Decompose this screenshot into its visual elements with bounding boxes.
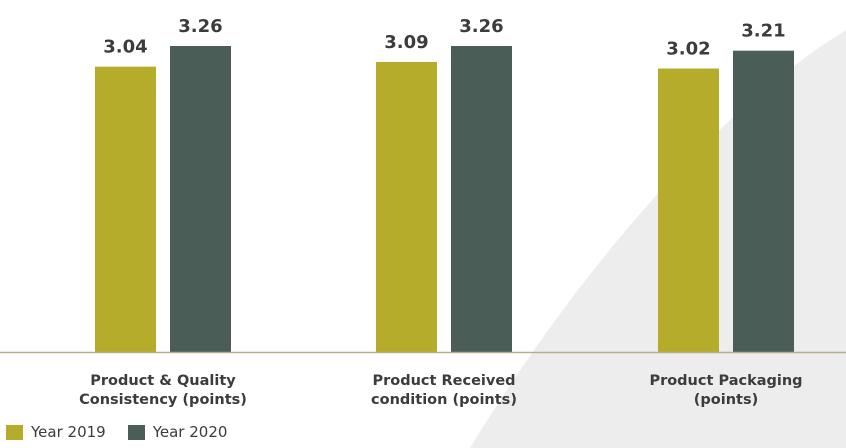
- data-label-2020-cat-1: 3.26: [178, 16, 222, 37]
- category-label-2-line-2: condition (points): [371, 392, 517, 408]
- category-label-2: Product Received condition (points): [371, 373, 517, 408]
- bar-2019-cat-1: [95, 66, 156, 353]
- data-label-2020-cat-3: 3.21: [741, 21, 785, 42]
- data-label-2019-cat-1: 3.04: [103, 37, 147, 58]
- bar-2020-cat-1: [170, 46, 231, 352]
- bars-layer: [95, 46, 794, 353]
- legend-item-2020: Year 2020: [127, 423, 228, 441]
- legend-swatch-2019: [6, 424, 23, 440]
- category-label-1-line-1: Product & Quality: [90, 373, 236, 389]
- labels-layer: 3.04 3.26 Product & Quality Consistency (po…: [79, 16, 802, 408]
- bar-2019-cat-3: [658, 68, 719, 352]
- category-label-1-line-2: Consistency (points): [79, 392, 247, 408]
- data-label-2020-cat-2: 3.26: [459, 16, 503, 37]
- legend-swatch-2020: [127, 424, 145, 440]
- data-label-2019-cat-2: 3.09: [384, 32, 428, 53]
- category-label-3-line-2: (points): [694, 392, 758, 408]
- bar-2020-cat-3: [733, 50, 794, 353]
- bar-2019-cat-2: [376, 61, 437, 352]
- legend-label-2019: Year 2019: [31, 423, 106, 441]
- category-label-2-line-1: Product Received: [372, 373, 515, 389]
- legend: Year 2019 Year 2020: [6, 423, 227, 441]
- data-label-2019-cat-3: 3.02: [666, 39, 710, 60]
- category-label-3-line-1: Product Packaging: [649, 373, 802, 389]
- category-label-1: Product & Quality Consistency (points): [79, 373, 247, 408]
- bar-2020-cat-2: [451, 46, 512, 352]
- legend-label-2020: Year 2020: [152, 423, 228, 441]
- legend-item-2019: Year 2019: [6, 423, 106, 441]
- category-label-3: Product Packaging (points): [649, 373, 802, 408]
